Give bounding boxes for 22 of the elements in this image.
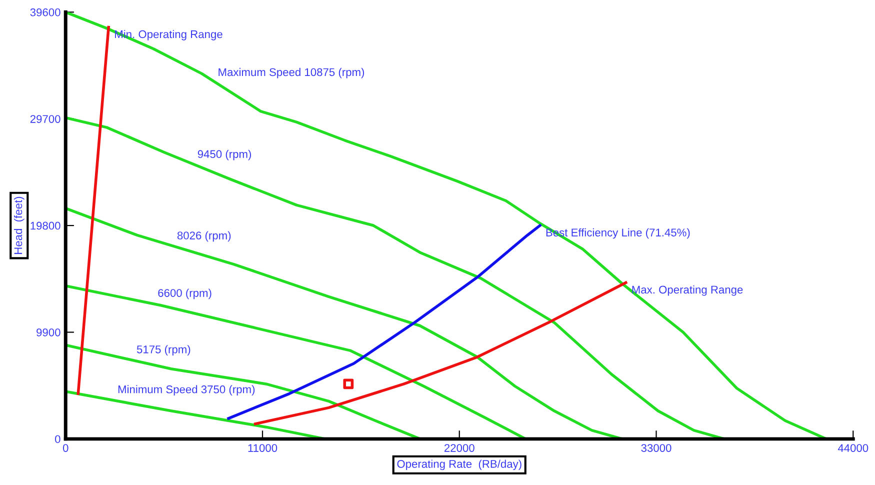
- y-tick-label: 29700: [30, 115, 60, 123]
- y-axis-title: Head (feet): [14, 196, 24, 254]
- series-label: Maximum Speed 10875 (rpm): [218, 68, 364, 78]
- x-tick-label: 44000: [838, 444, 868, 452]
- y-tick-label: 19800: [30, 222, 60, 230]
- line-series: [66, 344, 422, 439]
- series-label: 9450 (rpm): [198, 150, 252, 160]
- y-tick-label: 0: [55, 435, 60, 444]
- line-series: [66, 284, 527, 439]
- x-tick-label: 22000: [444, 444, 474, 452]
- x-axis-title: Operating Rate (RB/day): [397, 460, 522, 470]
- x-tick-label: 11000: [248, 444, 278, 452]
- series-label: 8026 (rpm): [177, 231, 231, 242]
- line-series: [254, 281, 628, 426]
- series-label: 5175 (rpm): [136, 345, 190, 356]
- series-label: Max. Operating Range: [632, 285, 743, 296]
- series-label: 6600 (rpm): [158, 288, 212, 300]
- series-label: Minimum Speed 3750 (rpm): [118, 385, 255, 396]
- x-tick-label: 0: [62, 444, 68, 452]
- y-tick-label: 39600: [30, 8, 60, 16]
- y-tick-label: 9900: [36, 328, 60, 336]
- x-tick-label: 33000: [641, 444, 672, 452]
